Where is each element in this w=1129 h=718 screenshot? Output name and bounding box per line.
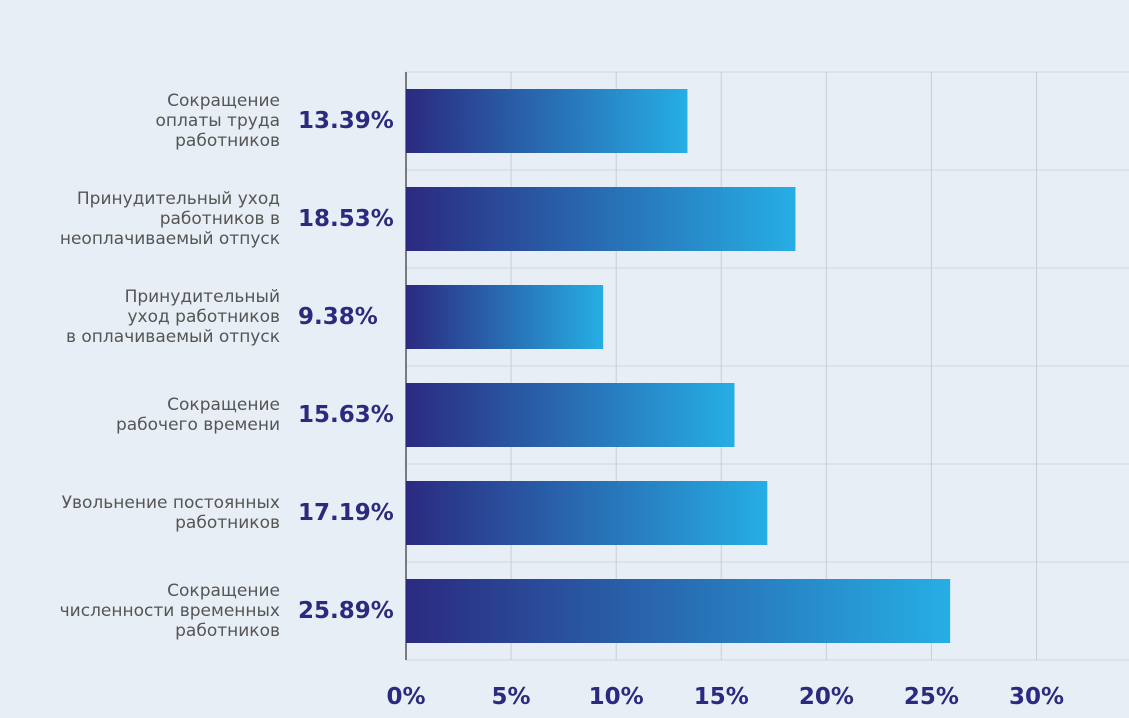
bar bbox=[406, 579, 951, 643]
x-tick-label: 30% bbox=[1008, 684, 1065, 710]
bar bbox=[406, 481, 768, 545]
category-label: Принудительный уход работников в неоплач… bbox=[59, 189, 280, 249]
category-label: Сокращение рабочего времени bbox=[115, 395, 280, 435]
x-tick-label: 5% bbox=[491, 684, 531, 710]
value-label: 13.39% bbox=[298, 108, 394, 134]
category-label: Сокращение оплаты труда работников bbox=[155, 91, 280, 151]
bar bbox=[406, 187, 796, 251]
category-label: Принудительный уход работников в оплачив… bbox=[65, 287, 280, 347]
value-label: 9.38% bbox=[298, 304, 378, 330]
category-label: Сокращение численности временных работни… bbox=[59, 581, 280, 641]
value-label: 15.63% bbox=[298, 402, 394, 428]
x-tick-label: 20% bbox=[798, 684, 854, 710]
value-label: 25.89% bbox=[298, 598, 394, 624]
bar bbox=[406, 285, 604, 349]
bar bbox=[406, 89, 688, 153]
value-label: 17.19% bbox=[298, 500, 394, 526]
bar bbox=[406, 383, 735, 447]
x-tick-label: 0% bbox=[386, 684, 426, 710]
category-label: Увольнение постоянных работников bbox=[61, 493, 280, 533]
x-tick-label: 15% bbox=[693, 684, 749, 710]
value-label: 18.53% bbox=[298, 206, 394, 232]
x-tick-label: 25% bbox=[903, 684, 959, 710]
x-tick-label: 10% bbox=[588, 684, 644, 710]
